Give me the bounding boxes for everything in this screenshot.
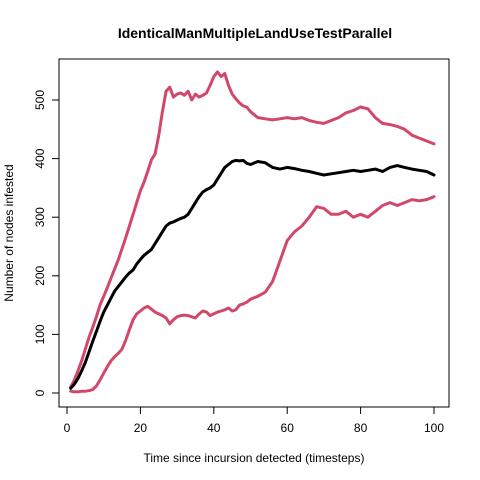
y-tick-label: 500 (33, 90, 47, 110)
y-axis-label: Number of nodes infested (2, 164, 16, 301)
series-layer (69, 70, 436, 394)
x-axis: 0 20 40 60 80 100 (64, 406, 444, 435)
series-line-mean (69, 158, 436, 390)
x-tick-label: 0 (64, 421, 71, 435)
chart-title: IdenticalManMultipleLandUseTestParallel (118, 25, 392, 41)
x-tick-label: 20 (134, 421, 148, 435)
y-tick-label: 100 (33, 324, 47, 344)
x-tick-label: 40 (207, 421, 221, 435)
y-tick-label: 200 (33, 265, 47, 285)
x-tick-label: 80 (354, 421, 368, 435)
series-line-lower (69, 195, 436, 394)
y-axis: 0 100 200 300 400 500 (33, 90, 60, 396)
y-tick-label: 0 (33, 389, 47, 396)
x-tick-label: 60 (281, 421, 295, 435)
x-tick-label: 100 (424, 421, 444, 435)
y-tick-label: 400 (33, 148, 47, 168)
y-tick-label: 300 (33, 207, 47, 227)
series-line-upper (69, 70, 436, 389)
x-axis-label: Time since incursion detected (timesteps… (144, 451, 365, 465)
